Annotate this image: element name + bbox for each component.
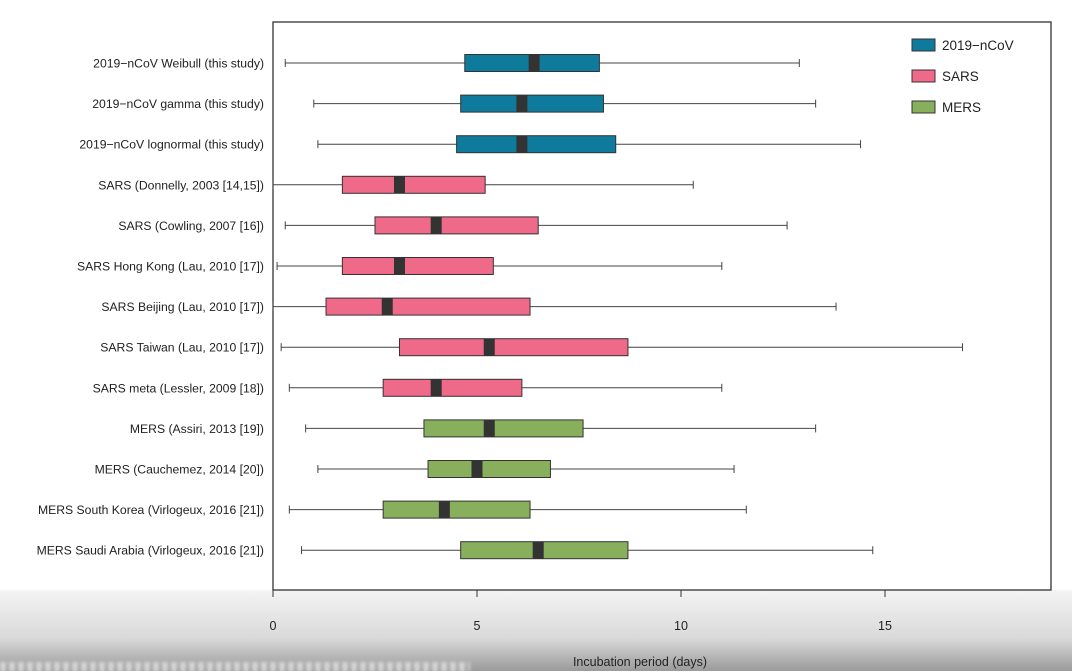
median-marker — [483, 338, 495, 356]
legend-label: MERS — [942, 100, 981, 115]
row-label: SARS Beijing (Lau, 2010 [17]) — [101, 300, 264, 314]
row-label: SARS Hong Kong (Lau, 2010 [17]) — [77, 260, 264, 274]
iqr-box — [423, 419, 584, 438]
median-marker — [393, 257, 405, 275]
median-marker — [516, 135, 528, 153]
bottom-fade-band — [0, 590, 1072, 672]
iqr-box — [325, 297, 531, 316]
median-marker — [516, 95, 528, 113]
x-tick-label: 10 — [674, 619, 688, 633]
box-row: MERS (Assiri, 2013 [19]) — [130, 419, 817, 438]
box-row: SARS (Cowling, 2007 [16]) — [118, 216, 788, 235]
blurred-caption-strip — [0, 662, 470, 672]
box-row: MERS Saudi Arabia (Virlogeux, 2016 [21]) — [37, 541, 874, 560]
median-marker — [471, 460, 483, 478]
median-marker — [381, 298, 393, 316]
box-row: MERS (Cauchemez, 2014 [20]) — [95, 460, 735, 478]
box-row: SARS Hong Kong (Lau, 2010 [17]) — [77, 257, 723, 275]
median-marker — [532, 541, 544, 559]
row-label: SARS (Donnelly, 2003 [14,15]) — [98, 178, 264, 192]
x-tick-label: 15 — [878, 619, 892, 633]
row-label: MERS (Cauchemez, 2014 [20]) — [95, 463, 264, 477]
x-tick-label: 5 — [474, 619, 481, 633]
x-tick-label: 0 — [270, 619, 277, 633]
iqr-box — [460, 94, 604, 113]
rows-layer: 2019−nCoV Weibull (this study) 2019−nCoV … — [37, 54, 964, 560]
box-row: MERS South Korea (Virlogeux, 2016 [21]) — [38, 500, 747, 519]
median-marker — [438, 501, 450, 519]
row-label: 2019−nCoV Weibull (this study) — [93, 57, 264, 71]
box-row: 2019−nCoV Weibull (this study) — [93, 54, 800, 72]
x-axis: 0 5 10 15 — [270, 590, 892, 633]
box-row: 2019−nCoV lognormal (this study) — [79, 135, 862, 154]
x-axis-label: Incubation period (days) — [573, 655, 707, 669]
iqr-box — [427, 460, 551, 478]
row-label: MERS (Assiri, 2013 [19]) — [130, 422, 264, 436]
median-marker — [393, 176, 405, 194]
row-label: 2019−nCoV gamma (this study) — [92, 97, 264, 111]
box-row: SARS Taiwan (Lau, 2010 [17]) — [100, 338, 964, 357]
legend-swatch — [911, 38, 936, 52]
row-label: 2019−nCoV lognormal (this study) — [79, 138, 264, 152]
legend-label: SARS — [942, 69, 979, 84]
row-label: MERS Saudi Arabia (Virlogeux, 2016 [21]) — [37, 544, 264, 558]
row-label: SARS (Cowling, 2007 [16]) — [118, 219, 264, 233]
legend-label: 2019−nCoV — [942, 38, 1014, 53]
median-marker — [483, 419, 495, 437]
median-marker — [430, 379, 442, 397]
box-row: SARS meta (Lessler, 2009 [18]) — [93, 378, 723, 397]
median-marker — [528, 54, 540, 72]
box-row: SARS Beijing (Lau, 2010 [17]) — [101, 297, 837, 316]
iqr-box — [456, 135, 617, 154]
row-label: SARS meta (Lessler, 2009 [18]) — [93, 381, 264, 395]
iqr-box — [341, 257, 494, 275]
legend-entry: 2019−nCoV — [911, 38, 1014, 53]
legend-entry: SARS — [911, 69, 979, 84]
box-row: 2019−nCoV gamma (this study) — [92, 94, 817, 113]
iqr-box — [382, 500, 531, 519]
legend-swatch — [911, 69, 936, 83]
iqr-box — [460, 541, 629, 560]
legend-swatch — [911, 100, 936, 114]
legend-entry: MERS — [911, 100, 981, 115]
box-row: SARS (Donnelly, 2003 [14,15]) — [98, 175, 694, 194]
row-label: MERS South Korea (Virlogeux, 2016 [21]) — [38, 503, 264, 517]
iqr-box — [341, 175, 486, 194]
median-marker — [430, 216, 442, 234]
iqr-box — [398, 338, 629, 357]
iqr-box — [382, 378, 523, 397]
iqr-box — [374, 216, 539, 235]
row-label: SARS Taiwan (Lau, 2010 [17]) — [100, 341, 264, 355]
legend: 2019−nCoV SARS MERS — [911, 38, 1014, 115]
